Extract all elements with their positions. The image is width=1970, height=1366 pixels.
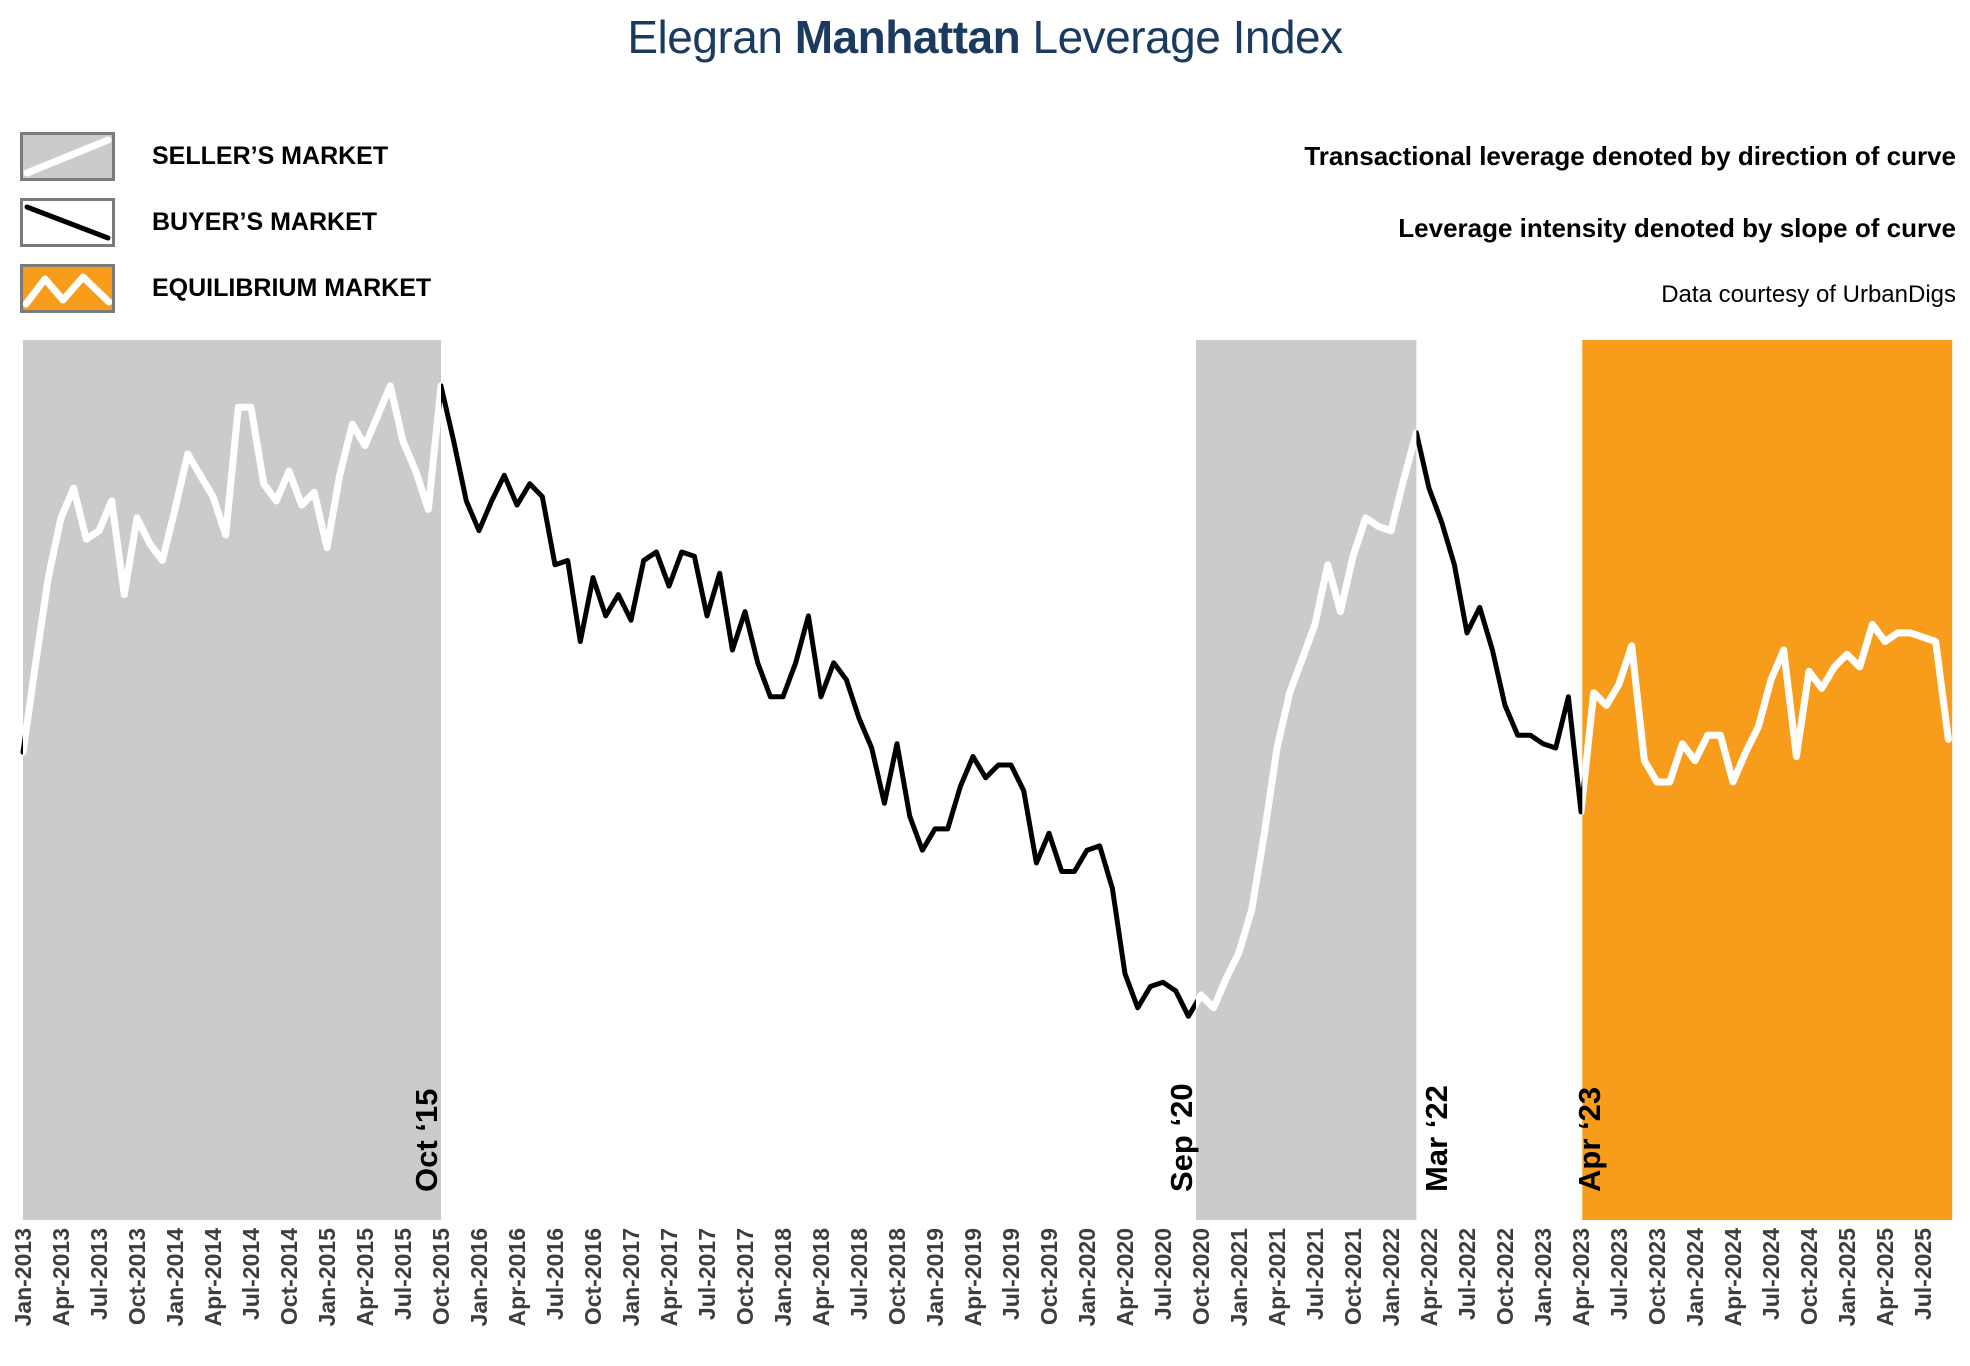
x-axis-tick-label: Oct-2023 — [1644, 1228, 1670, 1325]
x-axis-tick-label: Jul-2020 — [1150, 1228, 1176, 1320]
title-brand: Elegran — [627, 11, 795, 63]
region-boundary-label: Apr ‘23 — [1572, 1087, 1607, 1192]
legend-item-equilibrium-market: EQUILIBRIUM MARKET — [20, 264, 431, 313]
region-boundary-label: Mar ‘22 — [1419, 1085, 1454, 1192]
x-axis-tick-label: Oct-2024 — [1796, 1228, 1822, 1325]
x-axis-tick-label: Jul-2015 — [390, 1228, 416, 1320]
sellers-market-swatch-icon — [20, 132, 115, 181]
x-axis-tick-label: Oct-2022 — [1492, 1228, 1518, 1325]
x-axis-tick-label: Oct-2018 — [884, 1228, 910, 1325]
x-axis-tick-label: Apr-2015 — [352, 1228, 378, 1327]
direction-note: Transactional leverage denoted by direct… — [1304, 141, 1956, 171]
x-axis-tick-label: Jan-2019 — [922, 1228, 948, 1326]
x-axis-tick-label: Jul-2021 — [1302, 1228, 1328, 1320]
x-axis-tick-label: Apr-2016 — [504, 1228, 530, 1326]
x-axis-tick-label: Oct-2017 — [732, 1228, 758, 1325]
region-equilibrium-market — [1582, 340, 1953, 1220]
page-title: Elegran Manhattan Leverage Index — [0, 10, 1970, 64]
x-axis-tick-label: Jul-2019 — [998, 1228, 1024, 1320]
x-axis-tick-label: Apr-2013 — [48, 1228, 74, 1326]
x-axis-tick-label: Oct-2013 — [124, 1228, 150, 1325]
title-emphasis: Manhattan — [794, 11, 1021, 63]
x-axis-tick-label: Jan-2021 — [1226, 1228, 1252, 1327]
x-axis-tick-label: Oct-2016 — [580, 1228, 606, 1325]
x-axis-tick-label: Jan-2017 — [618, 1228, 644, 1326]
x-axis-tick-label: Jan-2022 — [1378, 1228, 1404, 1326]
x-axis-tick-label: Apr-2024 — [1720, 1228, 1746, 1327]
region-boundary-labels: Oct ‘15 Sep ‘20 Mar ‘22 Apr ‘23 — [409, 1083, 1607, 1192]
market-regions — [23, 340, 1953, 1220]
legend-item-sellers-market: SELLER’S MARKET — [20, 132, 431, 181]
x-axis-tick-label: Jan-2025 — [1834, 1228, 1860, 1327]
x-axis-tick-label: Jul-2024 — [1758, 1228, 1784, 1320]
x-axis-tick-label: Jan-2013 — [10, 1228, 36, 1326]
region-boundary-label: Sep ‘20 — [1164, 1083, 1199, 1192]
x-axis-tick-label: Apr-2021 — [1264, 1228, 1290, 1327]
x-axis-tick-label: Jan-2015 — [314, 1228, 340, 1327]
buyers-market-swatch-icon — [20, 198, 115, 247]
x-axis-tick-label: Oct-2019 — [1036, 1228, 1062, 1325]
x-axis-tick-label: Jan-2023 — [1530, 1228, 1556, 1326]
data-credit: Data courtesy of UrbanDigs — [1661, 281, 1956, 308]
x-axis-tick-label: Apr-2019 — [960, 1228, 986, 1326]
x-axis-tick-label: Apr-2018 — [808, 1228, 834, 1327]
x-axis-tick-label: Jan-2020 — [1074, 1228, 1100, 1326]
x-axis-tick-label: Jul-2014 — [238, 1228, 264, 1320]
x-axis-tick-label: Jan-2018 — [770, 1228, 796, 1327]
x-axis-tick-label: Jan-2024 — [1682, 1228, 1708, 1327]
x-axis-tick-label: Apr-2017 — [656, 1228, 682, 1326]
x-axis-tick-label: Apr-2020 — [1112, 1228, 1138, 1326]
legend-label: EQUILIBRIUM MARKET — [152, 274, 432, 302]
x-axis-tick-label: Oct-2014 — [276, 1228, 302, 1325]
x-axis-tick-label: Oct-2020 — [1188, 1228, 1214, 1325]
x-axis-tick-label: Oct-2021 — [1340, 1228, 1366, 1325]
title-suffix: Leverage Index — [1020, 11, 1343, 63]
x-axis-tick-label: Jul-2013 — [86, 1228, 112, 1320]
x-axis-tick-label: Jul-2016 — [542, 1228, 568, 1320]
region-sellers-market — [1196, 340, 1417, 1220]
x-axis-tick-label: Apr-2025 — [1872, 1228, 1898, 1327]
x-axis-tick-label: Apr-2022 — [1416, 1228, 1442, 1326]
x-axis-tick-label: Jul-2018 — [846, 1228, 872, 1320]
x-axis-tick-label: Jul-2022 — [1454, 1228, 1480, 1320]
x-axis-tick-label: Jan-2016 — [466, 1228, 492, 1326]
legend-label: SELLER’S MARKET — [152, 142, 389, 170]
equilibrium-market-swatch-icon — [20, 264, 115, 313]
x-axis-labels: Jan-2013 Apr-2013 Jul-2013 Oct-2013 Jan-2014… — [10, 1228, 1936, 1327]
legend-label: BUYER’S MARKET — [152, 208, 378, 236]
x-axis-tick-label: Oct-2015 — [428, 1228, 454, 1325]
x-axis-tick-label: Jul-2023 — [1606, 1228, 1632, 1320]
x-axis-tick-label: Jul-2017 — [694, 1228, 720, 1320]
x-axis-tick-label: Jan-2014 — [162, 1228, 188, 1327]
legend: SELLER’S MARKET BUYER’S MARKET EQUILIBRI… — [20, 132, 431, 330]
x-axis-tick-label: Apr-2023 — [1568, 1228, 1594, 1326]
chart-annotations: Transactional leverage denoted by direct… — [1304, 141, 1956, 310]
legend-item-buyers-market: BUYER’S MARKET — [20, 198, 431, 247]
region-boundary-label: Oct ‘15 — [409, 1089, 444, 1192]
x-axis-tick-label: Jul-2025 — [1910, 1228, 1936, 1320]
x-axis-tick-label: Apr-2014 — [200, 1228, 226, 1327]
intensity-note: Leverage intensity denoted by slope of c… — [1398, 213, 1956, 243]
